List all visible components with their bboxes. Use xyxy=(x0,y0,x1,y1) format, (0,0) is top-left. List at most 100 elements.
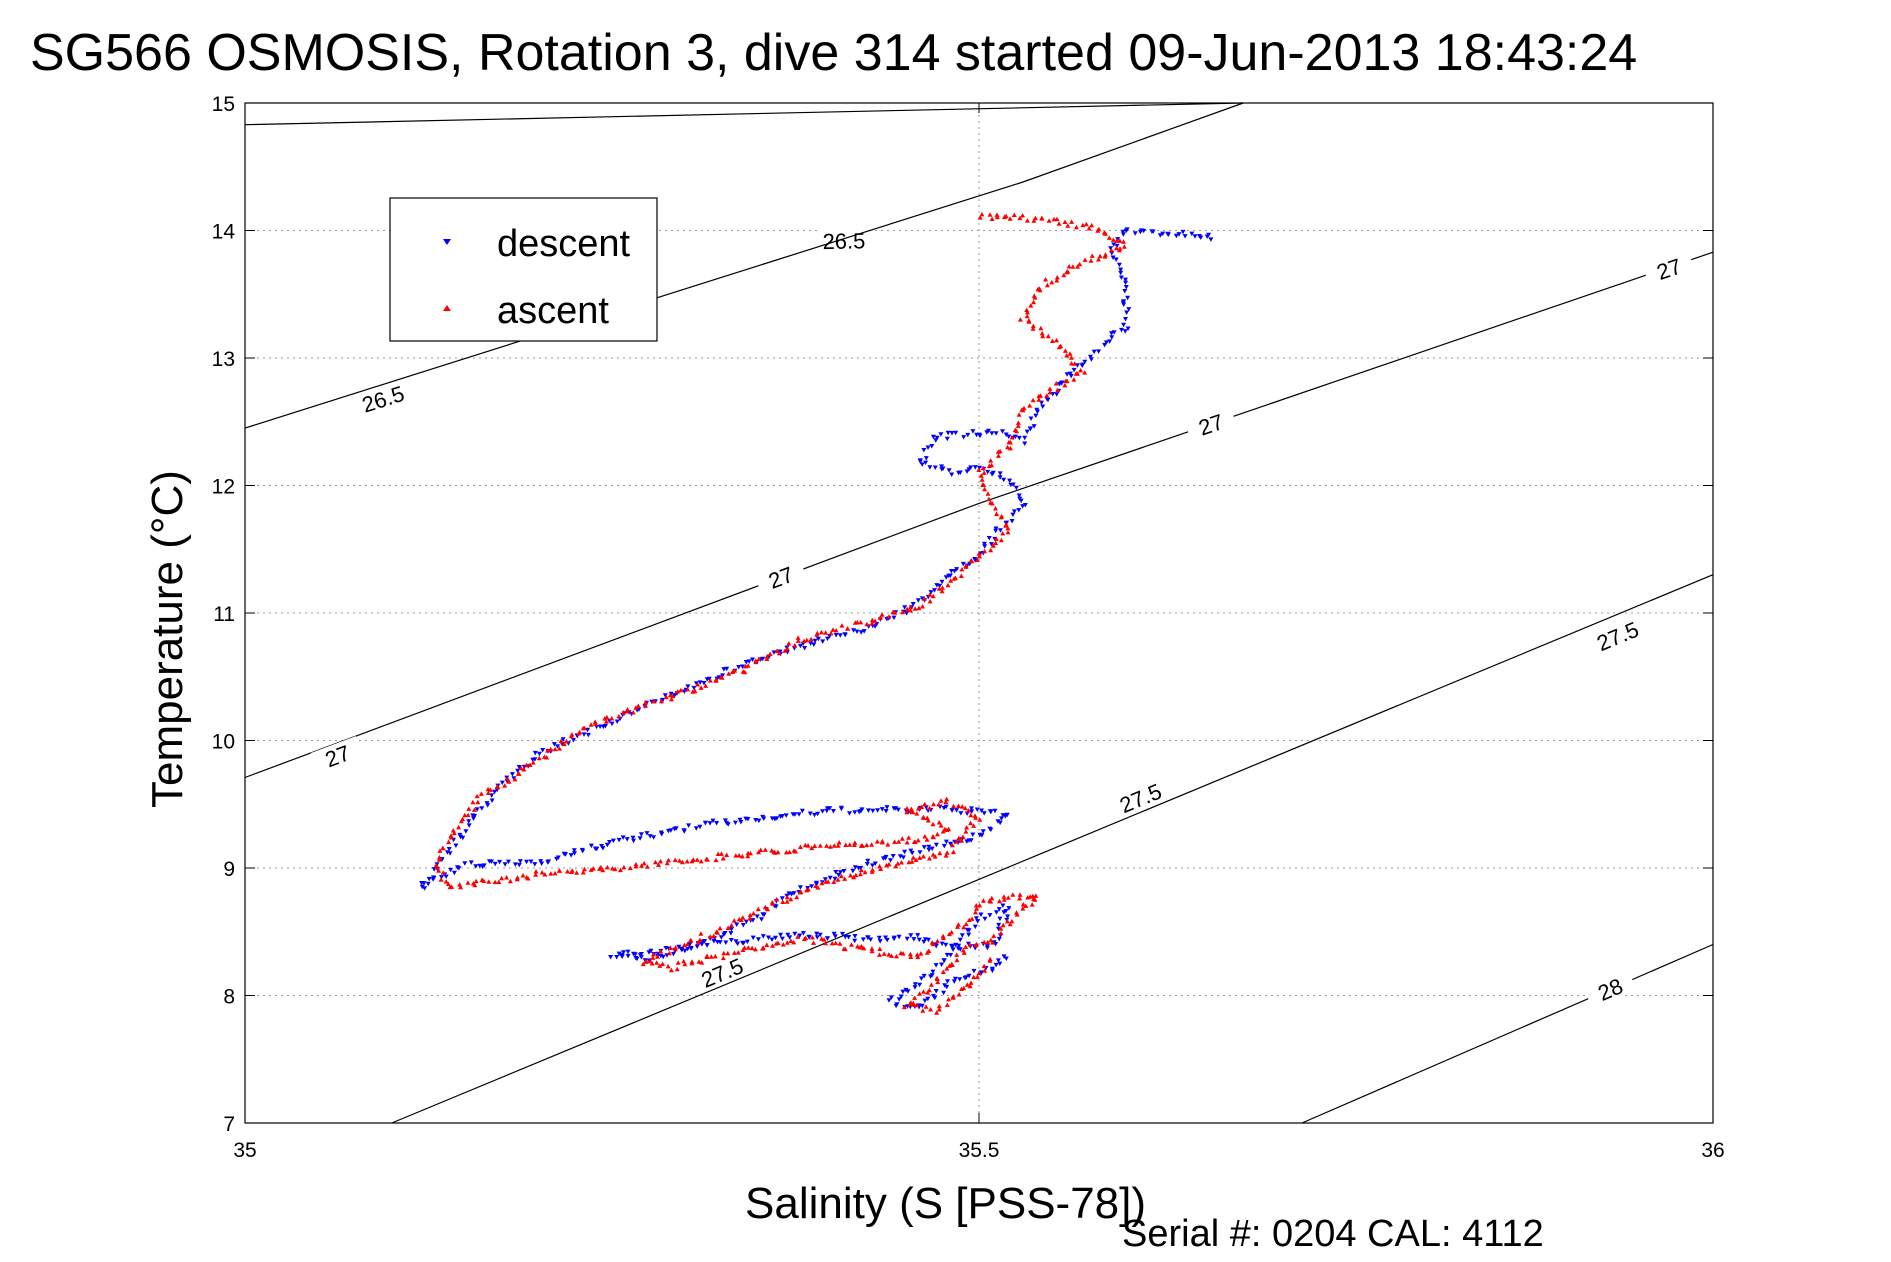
ascent-point xyxy=(681,958,687,964)
ascent-point xyxy=(921,596,927,601)
ascent-point xyxy=(1096,257,1101,262)
descent-point xyxy=(940,466,946,471)
ascent-point xyxy=(1005,529,1011,535)
descent-point xyxy=(926,847,932,853)
ascent-point xyxy=(1121,239,1126,244)
ascent-point xyxy=(951,849,956,855)
ascent-point xyxy=(833,940,839,946)
ascent-point xyxy=(954,952,960,957)
ascent-point xyxy=(731,950,737,955)
ascent-point xyxy=(908,954,914,959)
descent-point xyxy=(497,859,503,865)
ascent-point xyxy=(668,967,674,973)
descent-point xyxy=(697,680,703,685)
descent-point xyxy=(910,602,916,607)
ascent-point xyxy=(912,839,918,845)
descent-point xyxy=(509,772,515,777)
ascent-point xyxy=(937,850,943,856)
descent-point xyxy=(979,808,984,813)
descent-point xyxy=(1022,441,1028,446)
ascent-point xyxy=(576,731,582,736)
ascent-point xyxy=(1030,397,1036,403)
descent-point xyxy=(729,927,734,932)
ascent-point xyxy=(947,963,952,968)
descent-point xyxy=(896,997,902,1002)
descent-point xyxy=(471,816,476,821)
ascent-point xyxy=(907,951,913,957)
ascent-point xyxy=(704,953,710,958)
descent-point xyxy=(760,934,766,939)
ascent-point xyxy=(924,815,930,820)
ascent-point xyxy=(446,839,452,845)
descent-point xyxy=(966,973,972,979)
ascent-point xyxy=(977,215,983,220)
descent-point xyxy=(995,958,1001,963)
ascent-point xyxy=(971,823,977,828)
ascent-point xyxy=(651,951,656,957)
descent-point xyxy=(941,843,947,849)
ascent-point xyxy=(1055,387,1061,393)
descent-point xyxy=(908,933,914,938)
ascent-point xyxy=(847,842,853,847)
descent-point xyxy=(904,611,910,616)
descent-point xyxy=(925,445,931,450)
descent-point xyxy=(797,933,803,938)
ascent-point xyxy=(987,956,993,962)
ascent-point xyxy=(920,1008,926,1013)
descent-point xyxy=(1122,289,1128,294)
ascent-point xyxy=(961,924,967,930)
ascent-point xyxy=(1028,303,1034,308)
y-tick-label: 12 xyxy=(212,476,235,499)
descent-point xyxy=(990,470,996,476)
descent-point xyxy=(964,839,970,844)
descent-point xyxy=(766,935,771,940)
chart-title: SG566 OSMOSIS, Rotation 3, dive 314 star… xyxy=(30,24,1637,82)
ascent-point xyxy=(603,719,609,724)
descent-point xyxy=(489,798,495,803)
ascent-point xyxy=(1007,921,1013,927)
descent-point xyxy=(928,974,934,979)
descent-point xyxy=(986,536,992,541)
descent-point xyxy=(965,432,971,438)
descent-point xyxy=(676,944,682,950)
ascent-point xyxy=(828,630,834,636)
ascent-point xyxy=(919,804,925,809)
descent-point xyxy=(970,429,976,434)
descent-point xyxy=(883,809,889,814)
ascent-point xyxy=(499,875,505,881)
x-tick-label: 36 xyxy=(1701,1139,1724,1162)
ascent-point xyxy=(694,857,700,862)
descent-point xyxy=(681,829,687,834)
descent-point xyxy=(923,460,929,466)
ascent-point xyxy=(901,1004,907,1010)
descent-point xyxy=(532,750,538,756)
ascent-point xyxy=(658,858,664,864)
descent-point xyxy=(516,862,522,868)
descent-point xyxy=(481,863,487,868)
descent-point xyxy=(879,807,885,812)
ascent-point xyxy=(1032,295,1038,300)
ascent-point xyxy=(1038,325,1044,331)
ascent-point xyxy=(1023,903,1029,908)
descent-point xyxy=(585,727,591,733)
descent-point xyxy=(546,859,552,864)
descent-point xyxy=(884,937,890,943)
ascent-point xyxy=(927,598,933,604)
ascent-point xyxy=(625,707,630,712)
ascent-point xyxy=(1011,212,1017,217)
ascent-point xyxy=(684,941,690,947)
ascent-point xyxy=(962,805,968,811)
descent-point xyxy=(540,748,546,753)
ascent-point xyxy=(809,845,815,851)
ascent-point xyxy=(931,801,936,807)
descent-point xyxy=(996,922,1002,928)
ascent-point xyxy=(1053,381,1059,386)
descent-point xyxy=(741,941,747,946)
ascent-point xyxy=(681,942,687,948)
descent-point xyxy=(717,940,723,945)
descent-point xyxy=(864,862,870,867)
descent-point xyxy=(933,842,939,848)
ascent-point xyxy=(955,922,961,927)
ascent-point xyxy=(906,835,912,840)
descent-point xyxy=(1005,914,1011,919)
